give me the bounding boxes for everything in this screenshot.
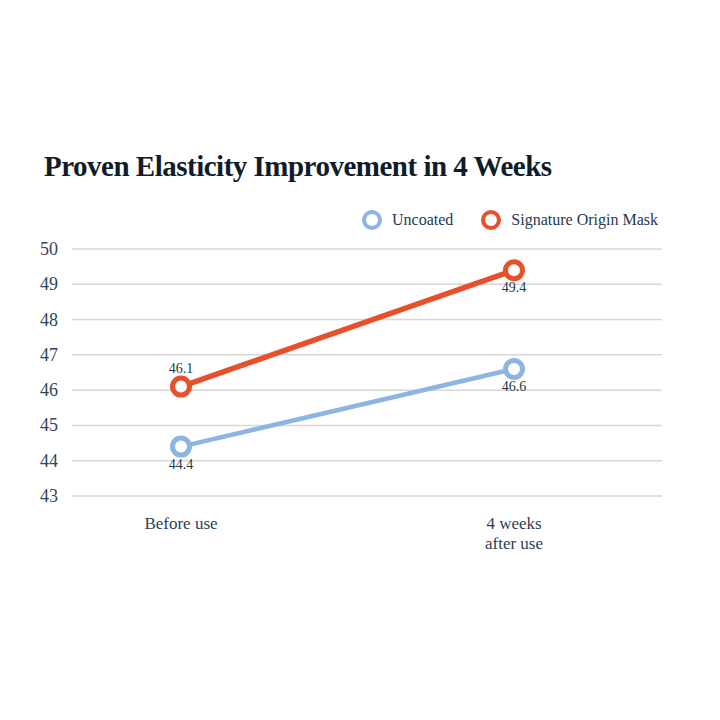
uncoated-data-label: 44.4 [169, 457, 194, 472]
y-tick-label: 46 [40, 380, 58, 400]
x-tick-label: Before use [144, 514, 217, 533]
y-tick-label: 44 [40, 451, 58, 471]
y-tick-label: 43 [40, 486, 58, 506]
signature-origin-mask-data-label: 49.4 [502, 280, 527, 295]
y-tick-label: 48 [40, 310, 58, 330]
signature-origin-mask-line [181, 270, 514, 386]
signature-origin-mask-point [506, 262, 523, 279]
x-tick-label: 4 weeksafter use [485, 514, 543, 553]
y-tick-label: 45 [40, 415, 58, 435]
uncoated-line [181, 369, 514, 447]
uncoated-point [173, 438, 190, 455]
uncoated-data-label: 46.6 [502, 379, 527, 394]
signature-origin-mask-data-label: 46.1 [169, 361, 194, 376]
y-tick-label: 49 [40, 274, 58, 294]
line-chart: 43 44 45 46 47 48 49 50 Before use 4 weeksafter u… [0, 0, 720, 720]
signature-origin-mask-point [173, 378, 190, 395]
y-tick-label: 50 [40, 239, 58, 259]
elasticity-chart-card: Proven Elasticity Improvement in 4 Weeks… [0, 0, 720, 720]
y-tick-label: 47 [40, 345, 58, 365]
uncoated-point [506, 360, 523, 377]
